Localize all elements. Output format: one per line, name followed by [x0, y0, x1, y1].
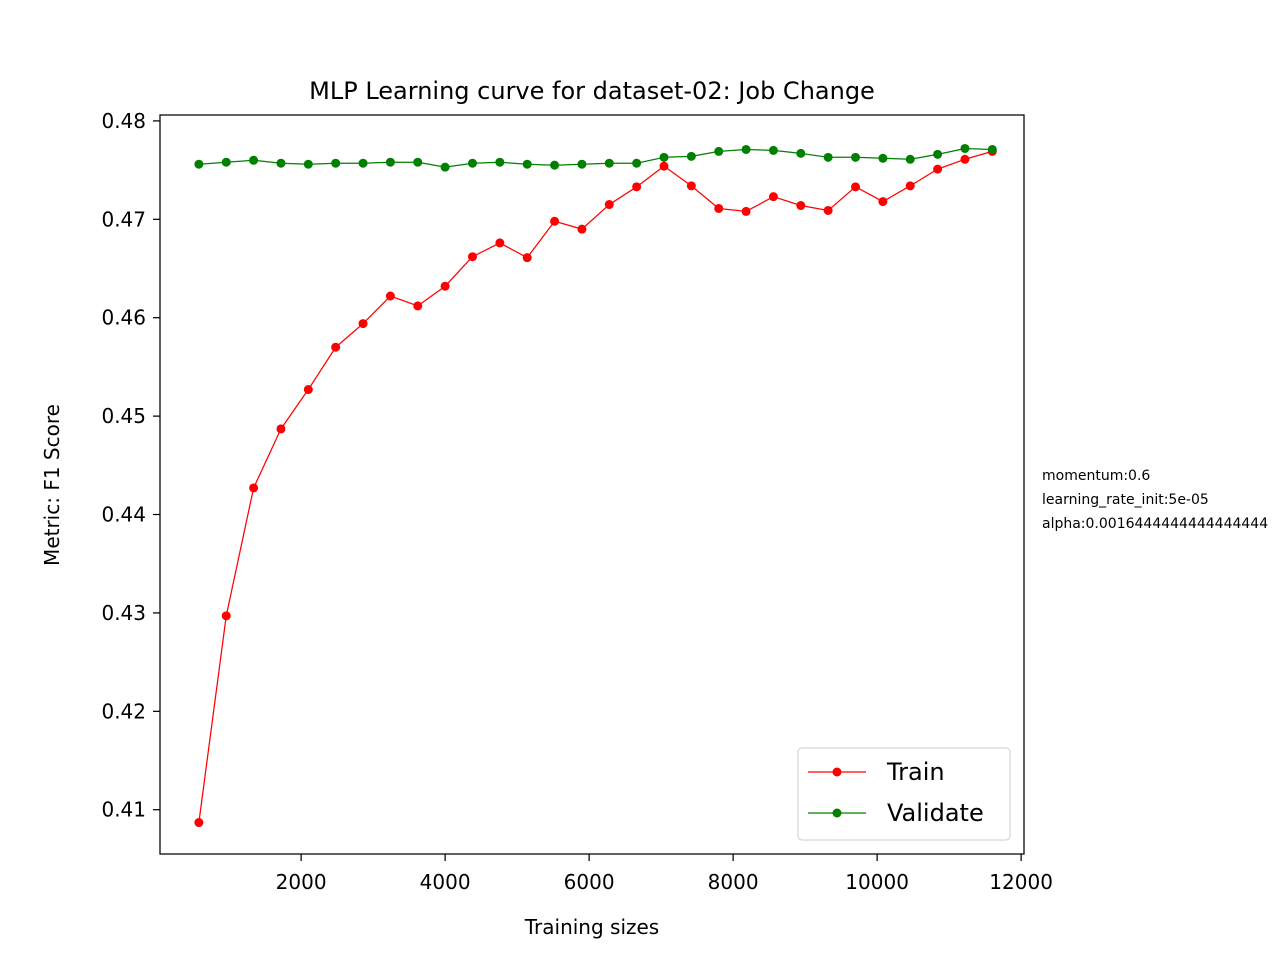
y-tick-label: 0.43	[101, 601, 146, 625]
y-tick-label: 0.42	[101, 699, 146, 723]
data-point-validate	[851, 152, 861, 162]
data-point-train	[522, 253, 532, 263]
data-point-validate	[878, 153, 888, 163]
x-tick-label: 10000	[845, 870, 909, 894]
data-point-train	[878, 197, 888, 207]
x-tick-label: 2000	[276, 870, 327, 894]
data-point-train	[221, 611, 231, 621]
data-point-train	[741, 206, 751, 216]
data-point-validate	[522, 159, 532, 169]
data-point-validate	[686, 151, 696, 161]
data-point-validate	[823, 152, 833, 162]
y-tick-label: 0.48	[101, 109, 146, 133]
data-point-train	[331, 342, 341, 352]
data-point-train	[303, 385, 313, 395]
data-point-train	[194, 818, 204, 828]
data-point-train	[796, 201, 806, 211]
legend-box	[797, 747, 1011, 841]
data-point-train	[276, 424, 286, 434]
data-point-train	[604, 200, 614, 210]
y-tick-label: 0.47	[101, 207, 146, 231]
data-point-train	[550, 216, 560, 226]
data-point-train	[823, 205, 833, 215]
data-point-validate	[714, 146, 724, 156]
legend: Train Validate	[797, 747, 1011, 841]
data-point-train	[960, 154, 970, 164]
data-point-validate	[276, 158, 286, 168]
x-tick-label: 12000	[989, 870, 1053, 894]
data-point-train	[686, 181, 696, 191]
data-point-validate	[194, 159, 204, 169]
legend-train-label: Train	[886, 758, 945, 786]
data-point-validate	[413, 157, 423, 167]
data-point-validate	[933, 149, 943, 159]
data-point-validate	[358, 158, 368, 168]
plot-area	[160, 115, 1024, 854]
data-point-train	[905, 181, 915, 191]
y-tick-label: 0.45	[101, 404, 146, 428]
y-axis-label: Metric: F1 Score	[40, 404, 64, 566]
data-point-validate	[331, 158, 341, 168]
data-point-train	[440, 281, 450, 291]
data-point-train	[385, 291, 395, 301]
data-point-train	[768, 192, 778, 202]
data-point-validate	[467, 158, 477, 168]
data-point-train	[577, 224, 587, 234]
series-line-train	[198, 150, 993, 823]
x-tick-label: 6000	[564, 870, 615, 894]
data-point-validate	[632, 158, 642, 168]
x-axis: 2000 4000 6000 8000 10000 12000	[276, 854, 1053, 894]
data-point-validate	[440, 162, 450, 172]
data-point-validate	[385, 157, 395, 167]
data-point-train	[467, 252, 477, 262]
data-point-validate	[550, 160, 560, 170]
data-point-validate	[604, 158, 614, 168]
x-axis-label: Training sizes	[524, 915, 659, 939]
data-point-train	[632, 182, 642, 192]
data-point-validate	[987, 144, 997, 154]
data-point-validate	[768, 145, 778, 155]
series-layer	[194, 143, 997, 828]
data-point-train	[659, 161, 669, 171]
data-point-train	[249, 483, 259, 493]
data-point-train	[933, 164, 943, 174]
annotation-momentum: momentum:0.6	[1042, 468, 1151, 484]
legend-validate-marker	[832, 808, 842, 818]
data-point-train	[851, 182, 861, 192]
data-point-train	[714, 203, 724, 213]
data-point-train	[413, 301, 423, 311]
legend-validate-label: Validate	[887, 799, 984, 827]
data-point-validate	[796, 148, 806, 158]
data-point-train	[495, 238, 505, 248]
data-point-validate	[249, 155, 259, 165]
data-point-validate	[221, 157, 231, 167]
data-point-validate	[960, 143, 970, 153]
y-tick-label: 0.46	[101, 306, 146, 330]
data-point-validate	[905, 154, 915, 164]
data-point-validate	[495, 157, 505, 167]
annotation-learning-rate: learning_rate_init:5e-05	[1042, 492, 1209, 508]
data-point-validate	[659, 152, 669, 162]
data-point-validate	[303, 159, 313, 169]
y-tick-label: 0.41	[101, 798, 146, 822]
data-point-train	[358, 319, 368, 329]
y-tick-label: 0.44	[101, 503, 146, 527]
annotation-alpha: alpha:0.0016444444444444444	[1042, 516, 1269, 532]
chart-title: MLP Learning curve for dataset-02: Job C…	[309, 77, 875, 105]
data-point-validate	[577, 159, 587, 169]
x-tick-label: 8000	[708, 870, 759, 894]
y-axis: 0.41 0.42 0.43 0.44 0.45 0.46 0.47 0.48	[101, 109, 160, 822]
series-line-validate	[198, 147, 993, 168]
x-tick-label: 4000	[420, 870, 471, 894]
plot-frame	[159, 114, 1025, 855]
data-point-validate	[741, 144, 751, 154]
legend-train-marker	[832, 767, 842, 777]
